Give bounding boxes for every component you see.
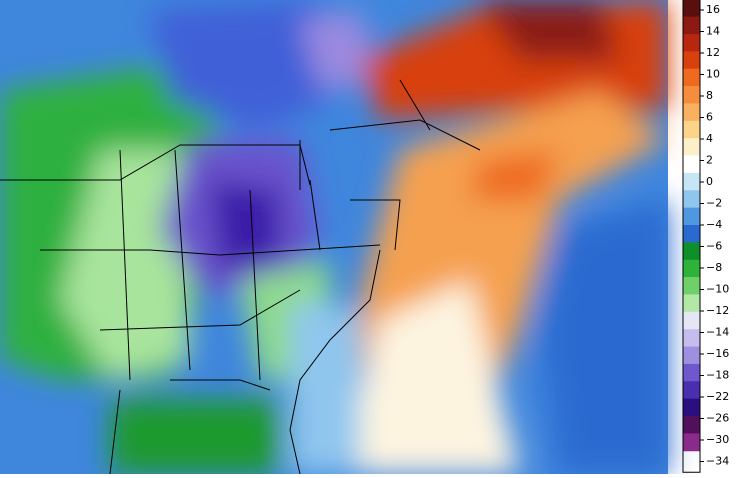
colorbar-tick-label: −16 xyxy=(706,347,729,360)
colorbar-swatch xyxy=(683,294,700,313)
state-border xyxy=(0,79,481,381)
colorbar-tick-label: −26 xyxy=(706,412,729,425)
colorbar-tick-label: −30 xyxy=(706,433,729,446)
colorbar-swatch xyxy=(683,311,700,330)
colorbar-tick-label: 0 xyxy=(706,175,713,188)
colorbar-swatch xyxy=(683,225,700,243)
field-region xyxy=(290,300,360,474)
colorbar-swatch xyxy=(683,138,700,157)
colorbar-tick-label: −2 xyxy=(706,197,722,210)
field-region xyxy=(480,0,620,60)
colorbar-swatch xyxy=(683,329,700,348)
field-region xyxy=(300,10,380,90)
field-region xyxy=(150,0,330,130)
borders xyxy=(0,79,481,475)
colorbar-tick-label: 6 xyxy=(706,111,713,124)
field-region xyxy=(210,180,280,270)
colorbar-swatch xyxy=(683,120,700,139)
colorbar-swatch xyxy=(683,33,700,52)
colorbar-swatch xyxy=(683,416,700,434)
anomaly-field xyxy=(0,0,668,474)
colorbar-swatch xyxy=(683,381,700,400)
colorbar-tick-label: 10 xyxy=(706,68,720,81)
colorbar-swatch xyxy=(683,190,700,209)
colorbar-frame xyxy=(682,0,701,473)
colorbar-tick-label: 12 xyxy=(706,46,720,59)
colorbar: 16 14 12 10 8 6 4 2 0 −2 −4 −6 −8 −10 −12 −14 −16 −18 −22 −… xyxy=(682,0,729,473)
colorbar-tick-label: −4 xyxy=(706,218,722,231)
colorbar-tick-label: 2 xyxy=(706,154,713,167)
colorbar-tick-label: −22 xyxy=(706,390,729,403)
map xyxy=(0,0,668,475)
colorbar-tick-label: −12 xyxy=(706,304,729,317)
field-region xyxy=(540,200,668,474)
colorbar-tick-label: −8 xyxy=(706,261,722,274)
coastline xyxy=(109,249,381,475)
colorbar-swatch xyxy=(683,259,700,278)
colorbar-tick-label: −6 xyxy=(706,240,722,253)
colorbar-swatch xyxy=(683,398,700,417)
colorbar-swatch xyxy=(683,433,700,452)
colorbar-tick-label: 4 xyxy=(706,132,713,145)
colorbar-swatch xyxy=(683,242,700,261)
colorbar-swatch xyxy=(683,86,700,104)
colorbar-tick-label: 8 xyxy=(706,89,713,102)
colorbar-swatch xyxy=(683,51,700,70)
colorbar-swatch xyxy=(683,0,700,18)
colorbar-tick-label: 16 xyxy=(706,3,720,16)
colorbar-swatch xyxy=(683,155,700,174)
colorbar-swatch xyxy=(683,346,700,365)
colorbar-swatch xyxy=(683,103,700,122)
field-region xyxy=(110,400,280,474)
colorbar-tick-label: −10 xyxy=(706,283,729,296)
field-region xyxy=(470,150,560,200)
colorbar-tick-label: 14 xyxy=(706,25,720,38)
colorbar-tick-label: −34 xyxy=(706,455,729,468)
colorbar-swatch xyxy=(683,68,700,87)
colorbar-swatch xyxy=(683,172,700,191)
colorbar-tick-label: −14 xyxy=(706,326,729,339)
colorbar-tick-label: −18 xyxy=(706,369,729,382)
colorbar-swatch xyxy=(683,363,700,382)
colorbar-swatch xyxy=(683,277,700,295)
colorbar-swatch xyxy=(683,16,700,35)
colorbar-swatch xyxy=(683,207,700,226)
field-region xyxy=(340,280,520,474)
